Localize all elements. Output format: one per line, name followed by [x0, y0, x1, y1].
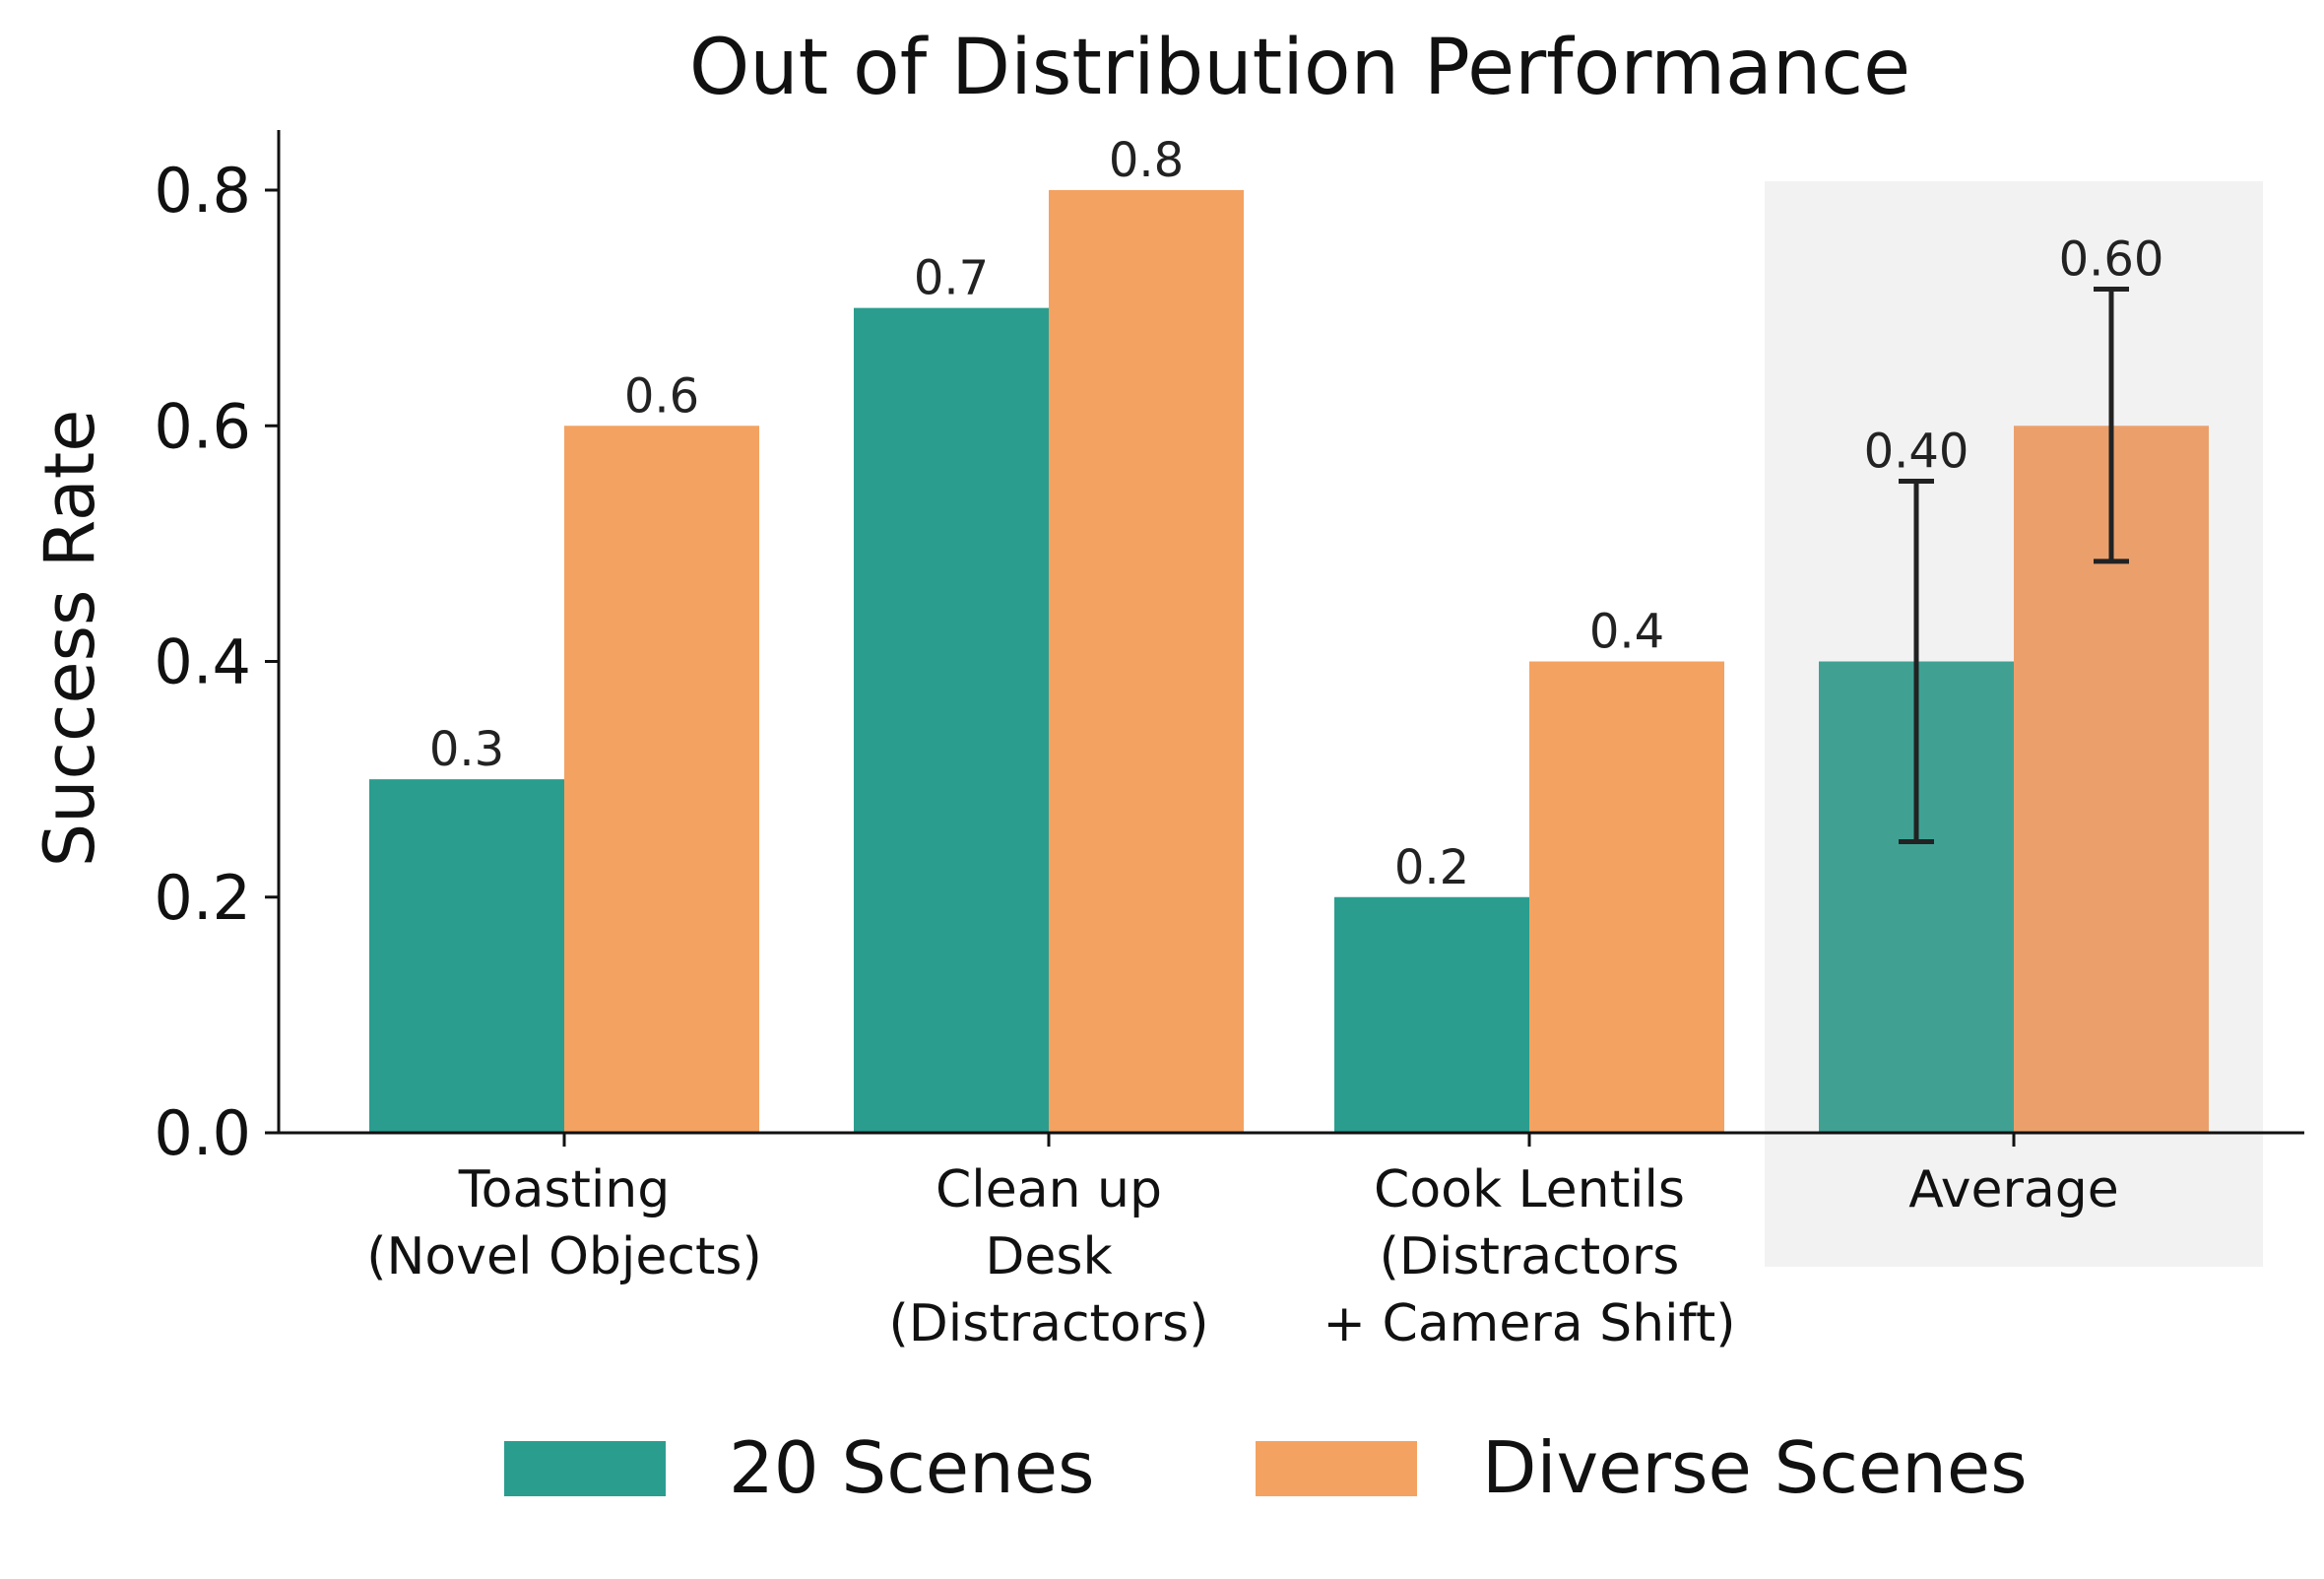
bar-value-label: 0.4	[1589, 605, 1664, 660]
chart-title: Out of Distribution Performance	[689, 24, 1910, 112]
y-tick-label: 0.0	[154, 1097, 251, 1169]
bar-value-label: 0.7	[914, 251, 989, 306]
legend-label: 20 Scenes	[729, 1426, 1095, 1509]
x-tick-label: Desk	[985, 1227, 1112, 1286]
x-tick-label: Toasting	[458, 1160, 671, 1219]
bar-twenty-scenes-2	[1334, 896, 1529, 1133]
bar-diverse-scenes-0	[564, 426, 759, 1133]
y-tick-label: 0.2	[154, 862, 251, 934]
bar-value-label: 0.60	[2059, 231, 2164, 287]
bar-diverse-scenes-2	[1529, 661, 1724, 1133]
bar-twenty-scenes-0	[369, 779, 564, 1133]
legend-swatch	[504, 1441, 666, 1496]
y-tick-label: 0.8	[154, 155, 251, 227]
x-tick-label: (Distractors)	[888, 1294, 1208, 1353]
bar-twenty-scenes-1	[854, 307, 1049, 1133]
x-tick-label: (Novel Objects)	[366, 1227, 761, 1286]
x-tick-label: Clean up	[936, 1160, 1162, 1219]
bar-diverse-scenes-1	[1049, 190, 1244, 1133]
bar-value-label: 0.8	[1109, 133, 1184, 188]
x-tick-label: Average	[1908, 1160, 2119, 1219]
bar-value-label: 0.40	[1864, 424, 1969, 479]
y-tick-label: 0.6	[154, 390, 251, 462]
bar-value-label: 0.6	[624, 368, 699, 424]
bar-value-label: 0.3	[429, 722, 504, 777]
x-tick-label: (Distractors	[1380, 1227, 1680, 1286]
y-tick-label: 0.4	[154, 626, 251, 698]
y-axis-label: Success Rate	[30, 410, 110, 868]
legend-label: Diverse Scenes	[1482, 1426, 2028, 1509]
x-tick-label: Cook Lentils	[1374, 1160, 1685, 1219]
bar-value-label: 0.2	[1394, 840, 1469, 895]
legend-swatch	[1256, 1441, 1417, 1496]
x-tick-label: + Camera Shift)	[1323, 1294, 1735, 1353]
